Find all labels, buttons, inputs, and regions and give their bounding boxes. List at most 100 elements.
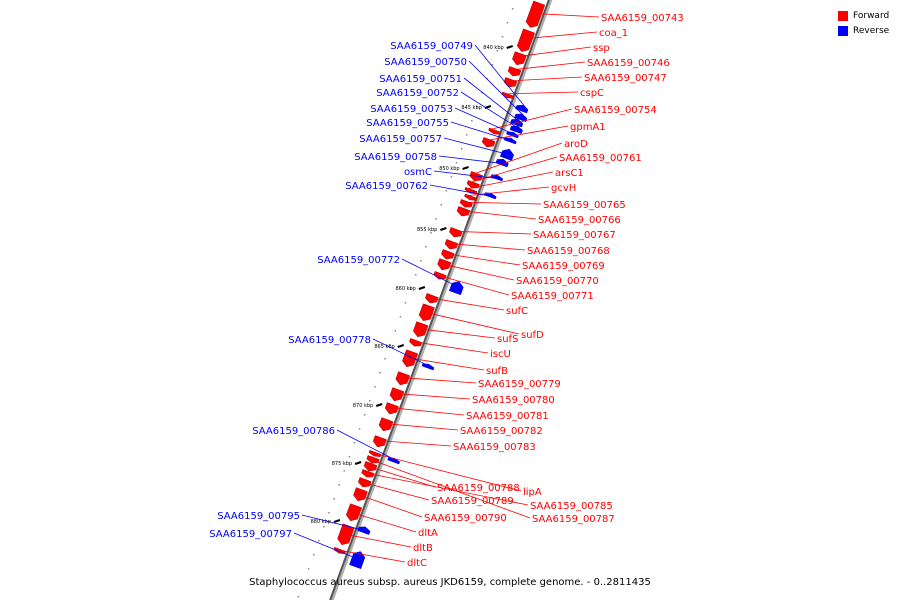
gene-label-SAA6159_00786: SAA6159_00786 bbox=[252, 426, 335, 437]
leader-line-ssp bbox=[513, 46, 592, 58]
gene-label-SAA6159_00772: SAA6159_00772 bbox=[317, 255, 400, 266]
gene-label-SAA6159_00790: SAA6159_00790 bbox=[424, 513, 507, 524]
gene-label-SAA6159_00780: SAA6159_00780 bbox=[472, 395, 555, 406]
leader-line-SAA6159_00762 bbox=[429, 184, 497, 198]
leader-line-iscU bbox=[409, 340, 489, 354]
leader-line-osmC bbox=[433, 170, 503, 180]
gene-feature-SAA6159_00771 bbox=[433, 271, 447, 280]
ruler-dot bbox=[414, 274, 417, 276]
ruler-dot bbox=[358, 428, 361, 430]
gene-label-SAA6159_00758: SAA6159_00758 bbox=[354, 152, 437, 163]
forward-swatch bbox=[838, 10, 848, 21]
strand-legend: Forward Reverse bbox=[838, 8, 889, 38]
leader-line-SAA6159_00767 bbox=[449, 230, 532, 235]
tick-mark bbox=[418, 286, 426, 290]
gene-label-sufB: sufB bbox=[486, 366, 508, 377]
gene-label-SAA6159_00769: SAA6159_00769 bbox=[522, 261, 605, 272]
leader-line-SAA6159_00761 bbox=[467, 156, 558, 184]
leader-line-coa_1 bbox=[519, 31, 598, 40]
ruler-dot bbox=[369, 400, 371, 402]
gene-label-gcvH: gcvH bbox=[551, 183, 576, 194]
gene-label-arsC1: arsC1 bbox=[555, 168, 584, 179]
leader-line-dltB bbox=[339, 532, 412, 548]
tick-label: 870 kbp bbox=[353, 403, 373, 409]
ruler-dot bbox=[496, 50, 499, 52]
tick-label: 880 kbp bbox=[311, 519, 331, 525]
gene-feature-SAA6159_00779 bbox=[395, 371, 411, 386]
gene-label-SAA6159_00797: SAA6159_00797 bbox=[209, 529, 292, 540]
genome-caption: Staphylococcus aureus subsp. aureus JKD6… bbox=[249, 577, 651, 588]
gene-label-ssp: ssp bbox=[593, 43, 610, 54]
legend-reverse: Reverse bbox=[838, 23, 889, 38]
gene-label-sufD: sufD bbox=[521, 330, 544, 341]
gene-feature-SAA6159_00765 bbox=[459, 199, 473, 208]
leader-line-SAA6159_00797 bbox=[293, 532, 364, 562]
leader-line-SAA6159_00768 bbox=[445, 242, 526, 251]
gene-label-SAA6159_00781: SAA6159_00781 bbox=[466, 411, 549, 422]
gene-label-SAA6159_00765: SAA6159_00765 bbox=[543, 200, 626, 211]
gene-label-SAA6159_00783: SAA6159_00783 bbox=[453, 442, 536, 453]
tick-label: 860 kbp bbox=[395, 286, 415, 292]
ruler-dot bbox=[476, 106, 478, 108]
ruler-dot bbox=[471, 120, 473, 122]
leader-line-dltC bbox=[333, 548, 406, 563]
ruler-dot bbox=[389, 344, 391, 346]
tick-label: 855 kbp bbox=[417, 227, 437, 233]
ruler-dot bbox=[409, 288, 412, 290]
gene-feature-SAA6159_00797 bbox=[349, 551, 366, 570]
gene-label-SAA6159_00771: SAA6159_00771 bbox=[511, 291, 594, 302]
gene-label-iscU: iscU bbox=[490, 349, 511, 360]
tick-label: 840 kbp bbox=[483, 45, 503, 51]
gene-feature-SAA6159_00754 bbox=[488, 127, 502, 135]
ruler-dot bbox=[333, 498, 335, 500]
ruler-dot bbox=[420, 260, 422, 262]
gene-label-SAA6159_00785: SAA6159_00785 bbox=[530, 501, 613, 512]
gene-feature-SAA6159_00767 bbox=[449, 227, 463, 238]
gene-label-SAA6159_00768: SAA6159_00768 bbox=[527, 246, 610, 257]
gene-label-SAA6159_00751: SAA6159_00751 bbox=[379, 74, 462, 85]
ruler-dot bbox=[460, 148, 463, 150]
ruler-dot bbox=[511, 8, 514, 10]
label-leader-lines bbox=[293, 12, 600, 563]
legend-forward-label: Forward bbox=[853, 10, 890, 21]
leader-line-SAA6159_00790 bbox=[354, 492, 423, 518]
leader-line-sufB bbox=[403, 356, 485, 371]
ruler-dot bbox=[348, 456, 351, 458]
tick-mark bbox=[354, 461, 362, 465]
ruler-dot bbox=[481, 92, 483, 94]
gene-label-lipA: lipA bbox=[523, 487, 542, 498]
gene-label-dltA: dltA bbox=[418, 528, 438, 539]
ruler-dot bbox=[435, 218, 437, 220]
leader-line-SAA6159_00755 bbox=[450, 121, 517, 143]
leader-line-dltA bbox=[347, 510, 417, 533]
ruler-dot bbox=[445, 190, 448, 192]
leader-line-arsC1 bbox=[464, 171, 554, 190]
leader-line-SAA6159_00749 bbox=[474, 44, 529, 111]
ruler-dot bbox=[302, 582, 305, 584]
gene-label-aroD: aroD bbox=[564, 139, 588, 150]
leader-line-SAA6159_00778 bbox=[372, 338, 434, 369]
gene-label-SAA6159_00757: SAA6159_00757 bbox=[359, 134, 442, 145]
leader-line-SAA6159_00782 bbox=[379, 422, 459, 431]
leader-line-SAA6159_00788 bbox=[364, 464, 436, 488]
leader-line-SAA6159_00780 bbox=[390, 392, 471, 400]
ruler-dot bbox=[338, 484, 340, 486]
tick-label: 865 kbp bbox=[374, 344, 394, 350]
ruler-dot bbox=[430, 232, 432, 234]
gene-feature-SAA6159_00783 bbox=[372, 435, 387, 448]
leader-line-SAA6159_00770 bbox=[437, 262, 515, 281]
gene-label-dltC: dltC bbox=[407, 558, 427, 569]
gene-feature-SAA6159_00772 bbox=[448, 281, 464, 296]
gene-label-SAA6159_00750: SAA6159_00750 bbox=[384, 57, 467, 68]
ruler-dot bbox=[363, 414, 366, 416]
ruler-dot bbox=[297, 596, 300, 598]
ruler-dot bbox=[343, 470, 346, 472]
leader-line-SAA6159_00747 bbox=[504, 76, 583, 82]
gene-label-SAA6159_00767: SAA6159_00767 bbox=[533, 230, 616, 241]
gene-label-SAA6159_00782: SAA6159_00782 bbox=[460, 426, 543, 437]
gene-label-coa_1: coa_1 bbox=[599, 28, 628, 39]
leader-line-SAA6159_00786 bbox=[336, 429, 400, 463]
gene-label-SAA6159_00789: SAA6159_00789 bbox=[431, 496, 514, 507]
